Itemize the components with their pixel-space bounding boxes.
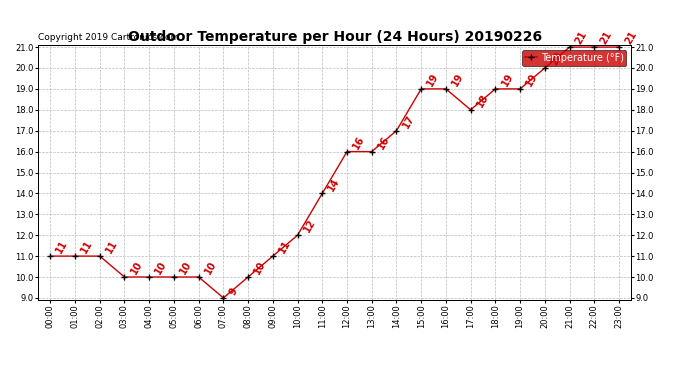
Text: 9: 9: [228, 286, 239, 297]
Legend: Temperature (°F): Temperature (°F): [522, 50, 627, 66]
Text: 10: 10: [128, 260, 144, 276]
Text: 19: 19: [450, 71, 466, 88]
Text: 10: 10: [153, 260, 169, 276]
Text: 10: 10: [253, 260, 268, 276]
Text: 10: 10: [203, 260, 218, 276]
Text: Copyright 2019 Cartronics.com: Copyright 2019 Cartronics.com: [38, 33, 179, 42]
Text: 17: 17: [401, 113, 416, 130]
Text: 14: 14: [326, 176, 342, 193]
Text: 10: 10: [178, 260, 193, 276]
Text: 21: 21: [598, 30, 614, 46]
Text: 11: 11: [79, 238, 95, 255]
Text: 12: 12: [302, 218, 317, 234]
Text: 11: 11: [104, 238, 119, 255]
Text: 18: 18: [475, 92, 491, 109]
Text: 19: 19: [524, 71, 540, 88]
Text: 11: 11: [55, 238, 70, 255]
Text: 16: 16: [351, 134, 366, 151]
Text: 11: 11: [277, 238, 293, 255]
Text: 20: 20: [549, 51, 564, 67]
Text: 19: 19: [500, 71, 515, 88]
Text: 21: 21: [573, 30, 589, 46]
Text: 19: 19: [425, 71, 441, 88]
Title: Outdoor Temperature per Hour (24 Hours) 20190226: Outdoor Temperature per Hour (24 Hours) …: [128, 30, 542, 44]
Text: 21: 21: [623, 30, 638, 46]
Text: 16: 16: [376, 134, 391, 151]
